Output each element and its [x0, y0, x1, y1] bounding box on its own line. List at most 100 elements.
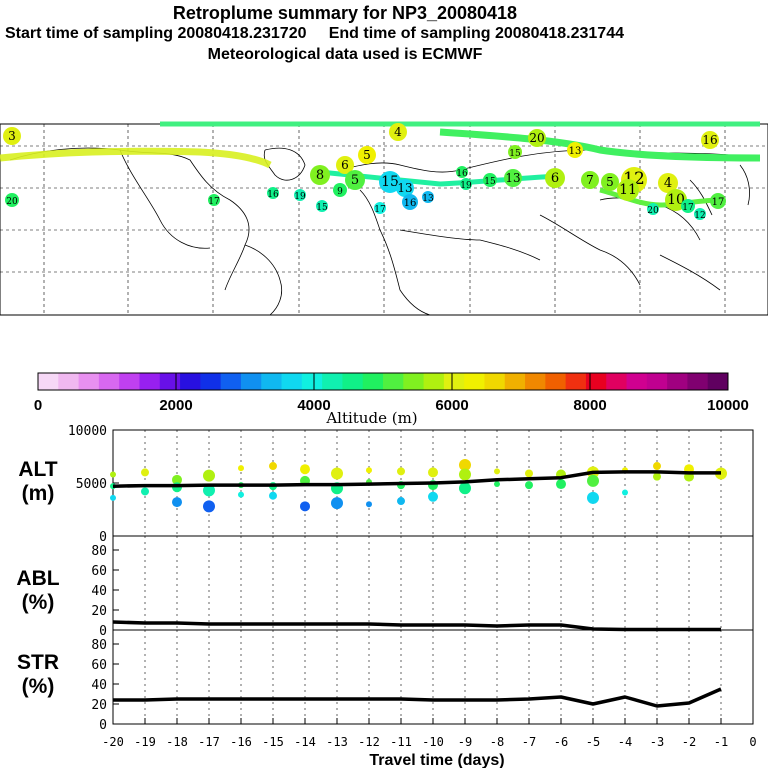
alt-point	[494, 468, 500, 475]
plume-tracks	[0, 121, 761, 208]
map-bubble-label: 17	[682, 203, 694, 213]
colorbar-tick-label: 8000	[573, 397, 606, 414]
str-series: 0 20 40 60 80	[91, 630, 722, 733]
map-bubble-label: 9	[337, 187, 343, 197]
map-bubble	[294, 189, 306, 201]
map-bubble-label: 15	[316, 203, 328, 213]
colorbar-cell	[220, 373, 242, 390]
alt-point	[203, 500, 215, 513]
alt-point	[110, 494, 116, 501]
map-bubble	[3, 127, 21, 145]
alt-ytick-label: 0	[99, 530, 107, 545]
map-bubble-label: 16	[267, 190, 279, 200]
alt-point	[653, 472, 661, 481]
map-bubble	[5, 193, 19, 207]
map-bubble-label: 15	[381, 174, 399, 190]
x-tick-label: -1	[714, 735, 728, 749]
map-bubble	[483, 173, 497, 187]
colorbar-cell	[545, 373, 567, 390]
map-bubble	[316, 200, 328, 212]
map-bubble-label: 6	[341, 158, 349, 172]
alt-point	[172, 474, 182, 485]
str-ylabel: STR	[17, 651, 59, 674]
alt-point	[141, 487, 149, 496]
abl-yunit: (%)	[22, 591, 55, 614]
map-bubble-label: 5	[606, 175, 614, 189]
x-tick-label: -3	[650, 735, 664, 749]
colorbar-tick-label: 0	[34, 397, 42, 414]
alt-ytick-label: 5000	[76, 477, 107, 492]
map-bubble-label: 17	[712, 197, 725, 208]
alt-point	[622, 489, 628, 496]
colorbar-tick-label: 4000	[297, 397, 330, 414]
abl-ytick-label: 40	[91, 584, 107, 599]
alt-point	[300, 464, 310, 475]
x-tick-label: -6	[554, 735, 568, 749]
map-bubble	[460, 178, 472, 190]
colorbar-cell	[98, 373, 120, 390]
map-bubble	[617, 179, 639, 201]
map-bubble-label: 15	[509, 149, 521, 159]
alt-point	[459, 458, 471, 471]
x-tick-label: -4	[618, 735, 632, 749]
str-ytick-label: 40	[91, 678, 107, 693]
map-bubble-label: 20	[647, 206, 659, 216]
map-bubble	[545, 168, 565, 188]
map-bubble-label: 17	[374, 205, 386, 215]
alt-yunit: (m)	[22, 482, 55, 505]
alt-series: 0 5000 10000	[68, 424, 727, 545]
altitude-colorbar: 0 2000 4000 6000 8000 10000 Altitude (m)	[34, 372, 749, 427]
alt-point	[459, 482, 471, 495]
time-series-panels: ALT (m) ABL (%) STR (%) 0 5000 10000 0 20 40…	[16, 424, 756, 768]
colorbar-cell	[504, 373, 526, 390]
str-ytick-label: 0	[99, 718, 107, 733]
alt-point	[587, 474, 599, 487]
colorbar-cell	[484, 373, 506, 390]
map-bubble	[389, 123, 407, 141]
colorbar-cell	[342, 373, 364, 390]
str-ytick-label: 80	[91, 638, 107, 653]
alt-point	[331, 497, 343, 510]
alt-point	[141, 468, 149, 477]
str-ytick-label: 20	[91, 698, 107, 713]
colorbar-label: Altitude (m)	[325, 409, 417, 427]
alt-point	[331, 467, 343, 480]
str-line	[113, 687, 722, 708]
colorbar-cell	[606, 373, 628, 390]
abl-ytick-label: 80	[91, 544, 107, 559]
colorbar-cell	[525, 373, 546, 390]
x-tick-label: -13	[326, 735, 348, 749]
str-yunit: (%)	[22, 675, 55, 698]
alt-point	[269, 491, 277, 500]
map-bubble	[345, 170, 365, 190]
abl-ylabel: ABL	[16, 567, 59, 590]
alt-point	[653, 462, 661, 471]
x-tick-label: -15	[262, 735, 284, 749]
alt-point	[587, 491, 599, 504]
map-bubble-label: 13	[569, 146, 582, 157]
alt-point	[525, 481, 533, 490]
alt-point	[300, 501, 310, 512]
colorbar-cell	[423, 373, 445, 390]
alt-point	[238, 491, 244, 498]
start-time: Start time of sampling 20080418.231720	[5, 25, 307, 42]
map-bubble	[310, 165, 330, 185]
colorbar-cell	[58, 373, 80, 390]
x-axis: -20 -19 -18 -17 -16 -15 -14 -13 -12 -11 -10 -9 -8 -7-…	[102, 718, 757, 749]
map-bubble	[208, 194, 220, 206]
colorbar-tick-label: 6000	[435, 397, 468, 414]
x-tick-label: -10	[422, 735, 444, 749]
colorbar-cell	[159, 373, 181, 390]
colorbar-cell	[78, 373, 100, 390]
colorbar-cell	[261, 373, 283, 390]
alt-point	[397, 497, 405, 506]
map-bubble-label: 7	[586, 173, 594, 187]
alt-point	[203, 469, 215, 482]
colorbar-cell	[38, 373, 59, 390]
x-tick-label: -14	[294, 735, 316, 749]
alt-ylabel: ALT	[18, 458, 57, 481]
alt-point	[172, 497, 182, 508]
x-tick-label: -17	[198, 735, 220, 749]
